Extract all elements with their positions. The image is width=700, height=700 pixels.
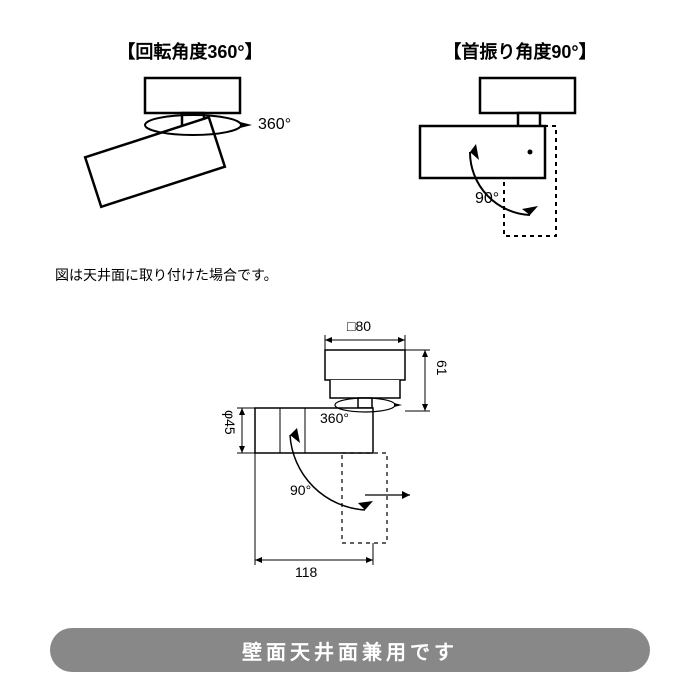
caption-text: 図は天井面に取り付けた場合です。 xyxy=(55,265,278,285)
dim-left: φ45 xyxy=(222,410,238,435)
diagram2-title: 【首振り角度90°】 xyxy=(420,38,620,64)
dim3-360: 360° xyxy=(320,410,349,426)
dim-right: 61 xyxy=(434,360,450,376)
diagram3-svg xyxy=(180,320,520,600)
diagram1-angle: 360° xyxy=(258,116,291,134)
banner-text: 壁面天井面兼用です xyxy=(242,636,458,665)
diagram2-svg xyxy=(400,70,640,260)
dim-top: □80 xyxy=(347,318,371,334)
diagram1-title: 【回転角度360°】 xyxy=(90,38,290,64)
diagram2-angle: 90° xyxy=(475,190,499,208)
banner: 壁面天井面兼用です xyxy=(50,628,650,672)
dim3-90: 90° xyxy=(290,482,311,498)
diagram1-svg xyxy=(60,70,320,230)
dim-bottom: 118 xyxy=(295,564,317,580)
